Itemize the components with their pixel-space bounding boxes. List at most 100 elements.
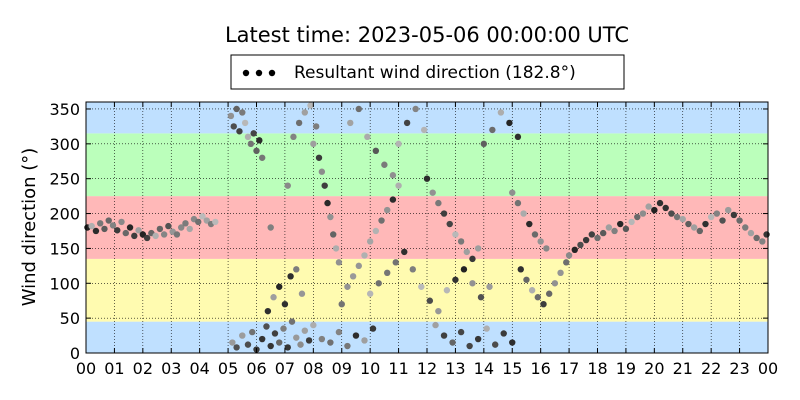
data-point (233, 344, 240, 351)
data-point (375, 280, 382, 287)
data-point (378, 217, 385, 224)
data-point (344, 342, 351, 350)
y-tick-label: 350 (49, 100, 80, 119)
data-point (384, 269, 391, 277)
x-tick-label: 19 (616, 359, 636, 378)
x-tick-label: 00 (758, 359, 778, 378)
data-point (327, 339, 334, 346)
direction-band-3 (86, 133, 768, 197)
data-point (736, 217, 743, 224)
data-point (452, 231, 459, 238)
data-point (160, 231, 168, 238)
data-point (307, 102, 314, 109)
data-point (173, 231, 181, 238)
data-point (446, 220, 453, 228)
data-point (324, 199, 331, 207)
x-tick-label: 00 (76, 359, 96, 378)
data-point (258, 335, 266, 343)
data-point (526, 220, 533, 228)
data-point (287, 273, 294, 280)
data-point (372, 227, 380, 235)
data-point (656, 199, 664, 207)
data-point (344, 283, 351, 290)
y-tick-label: 50 (60, 309, 80, 328)
data-point (264, 307, 272, 315)
x-tick-label: 03 (161, 359, 181, 378)
data-point (523, 276, 530, 283)
data-point (156, 225, 164, 233)
data-point (432, 321, 439, 329)
data-point (227, 112, 235, 120)
data-point (545, 290, 553, 297)
data-point (466, 342, 473, 350)
direction-band-2 (86, 196, 768, 259)
data-point (258, 154, 266, 161)
data-point (352, 332, 360, 339)
data-point (452, 276, 459, 283)
data-point (423, 175, 431, 182)
data-point (332, 245, 340, 252)
direction-band-1 (86, 258, 768, 322)
data-point (401, 248, 408, 256)
x-tick-label: 10 (360, 359, 380, 378)
x-tick-label: 07 (275, 359, 295, 378)
data-point (165, 222, 172, 230)
y-tick-label: 0 (70, 344, 80, 363)
data-point (355, 105, 362, 113)
data-point (440, 210, 448, 217)
data-point (426, 297, 434, 304)
data-point (622, 225, 630, 233)
data-point (250, 130, 257, 137)
data-point (312, 123, 320, 130)
data-point (617, 220, 624, 228)
data-point (195, 218, 202, 226)
y-tick-label: 300 (49, 135, 80, 154)
x-tick-label: 01 (104, 359, 124, 378)
x-axis: 00 01 02 03 04 05 06 07 08 09 10 11 12 13 14 15 16 17 18 19… (76, 102, 778, 378)
data-point (582, 236, 590, 244)
data-point (212, 218, 219, 226)
data-point (662, 204, 669, 212)
x-tick-label: 23 (729, 359, 749, 378)
data-point (239, 332, 246, 339)
data-point (369, 325, 377, 332)
data-point (719, 217, 726, 224)
data-point (395, 182, 402, 189)
data-point (489, 126, 496, 134)
data-point (284, 344, 291, 351)
data-point (474, 335, 482, 343)
data-point (474, 245, 482, 252)
data-point (528, 287, 536, 294)
data-point (330, 231, 337, 238)
data-point (152, 232, 159, 240)
data-point (668, 210, 675, 217)
data-point (420, 126, 428, 134)
data-point (403, 119, 411, 127)
data-point (276, 283, 283, 290)
data-point (177, 224, 185, 231)
data-point (321, 182, 328, 189)
data-point (645, 203, 652, 210)
data-point (267, 224, 274, 231)
data-point (315, 154, 323, 161)
data-point (435, 307, 442, 315)
y-tick-label: 200 (49, 205, 80, 224)
data-point (338, 300, 345, 308)
data-point (143, 234, 151, 242)
data-point (310, 140, 317, 148)
data-point (517, 266, 524, 273)
data-point (577, 241, 584, 249)
data-point (366, 238, 374, 245)
data-point (288, 318, 296, 325)
data-point (293, 334, 300, 341)
data-point (298, 290, 306, 297)
data-point (372, 147, 380, 155)
data-point (361, 337, 368, 344)
data-point (366, 290, 374, 297)
data-point (500, 330, 507, 337)
data-point (131, 232, 138, 240)
y-tick-label: 150 (49, 239, 80, 258)
x-tick-label: 09 (332, 359, 352, 378)
data-point (236, 128, 243, 135)
data-point (707, 213, 715, 221)
